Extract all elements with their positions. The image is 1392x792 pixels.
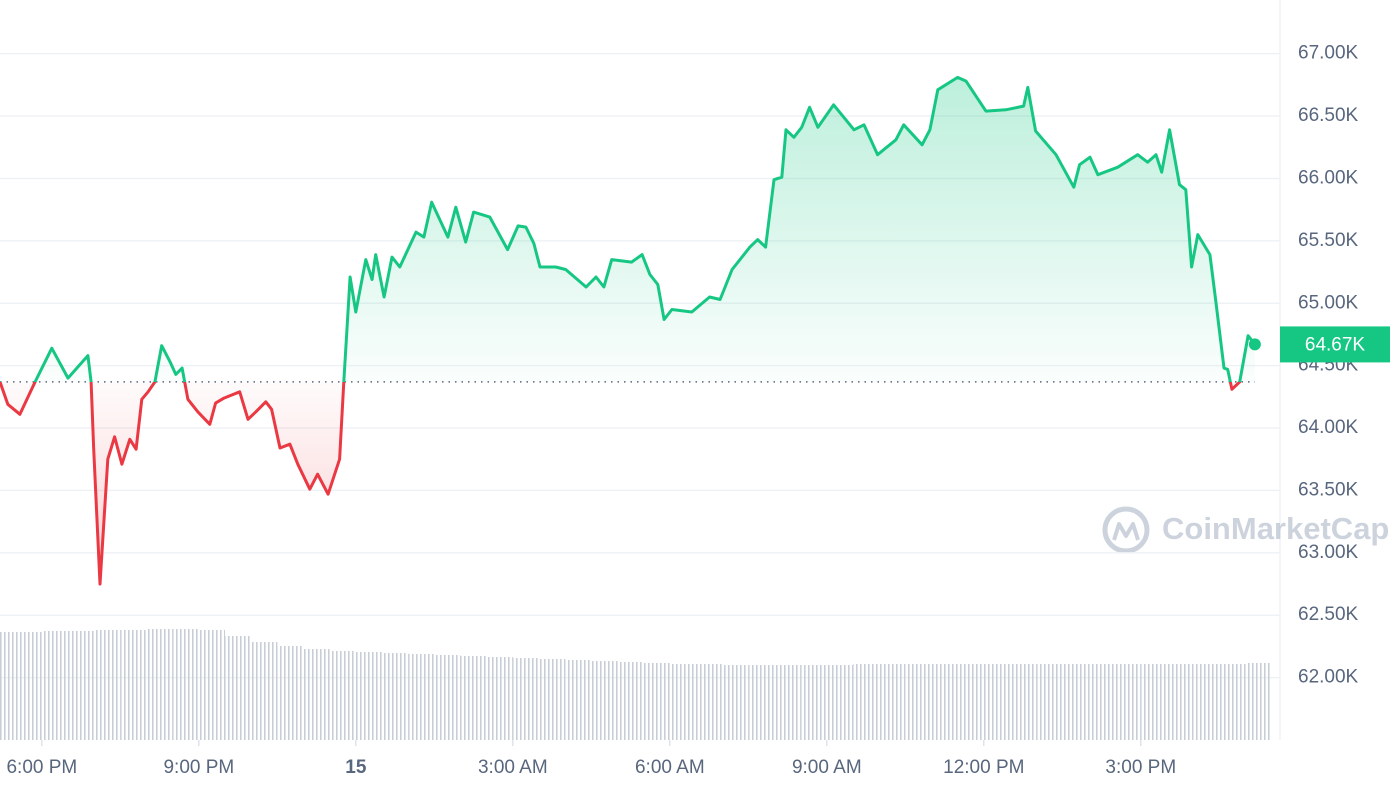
volume-bar: [355, 652, 383, 740]
x-tick-label: 3:00 PM: [1105, 757, 1176, 778]
volume-bar: [957, 664, 984, 740]
volume-bar: [408, 654, 435, 740]
volume-bar: [382, 653, 409, 740]
volume-bar: [983, 664, 1010, 740]
y-tick-label: 63.50K: [1298, 479, 1359, 500]
volume-bar: [460, 656, 487, 740]
x-tick-label: 12:00 PM: [943, 757, 1024, 778]
volume-bar: [748, 665, 775, 740]
volume-bar: [852, 664, 880, 740]
price-area: [0, 77, 1255, 585]
y-tick-label: 63.00K: [1298, 542, 1359, 563]
volume-bar: [879, 664, 906, 740]
volume-bar: [251, 642, 278, 740]
x-tick-label: 9:00 PM: [163, 757, 234, 778]
volume-bar: [1062, 664, 1089, 740]
y-tick-label: 67.00K: [1298, 43, 1359, 64]
volume-bar: [15, 632, 42, 740]
volume-bar: [277, 646, 304, 740]
volume-bar: [120, 630, 147, 740]
volume-bar: [565, 660, 592, 740]
x-tick-label: 15: [345, 757, 367, 778]
y-tick-label: 62.00K: [1298, 667, 1359, 688]
volume-bar: [774, 665, 801, 740]
volume-bar: [1219, 664, 1246, 740]
volume-bar: [41, 631, 69, 740]
volume-bar: [225, 636, 252, 740]
volume-bar: [669, 664, 696, 740]
volume-bar: [1193, 664, 1220, 740]
volume-bar: [800, 665, 827, 740]
volume-bar: [94, 630, 121, 740]
price-tag-label: 64.67K: [1305, 334, 1366, 355]
last-point: [1248, 338, 1261, 351]
x-tick-label: 9:00 AM: [792, 757, 862, 778]
y-tick-label: 62.50K: [1298, 604, 1359, 625]
y-tick-label: 64.00K: [1298, 417, 1359, 438]
volume-bar: [198, 630, 226, 740]
volume-bar: [722, 665, 749, 740]
y-tick-label: 65.50K: [1298, 230, 1359, 251]
volume-bar: [146, 629, 173, 740]
volume-bar: [172, 629, 199, 740]
volume-bar: [0, 632, 16, 740]
volume-bar: [1088, 664, 1115, 740]
y-tick-label: 66.50K: [1298, 105, 1359, 126]
volume-bar: [539, 659, 566, 740]
volume-bar: [303, 649, 330, 740]
volume-bar: [68, 631, 95, 740]
watermark: CoinMarketCap: [1102, 506, 1389, 554]
watermark-text: CoinMarketCap: [1162, 511, 1389, 546]
volume-bar: [486, 657, 513, 740]
volume-bar: [931, 664, 958, 740]
volume-bar: [1036, 664, 1063, 740]
volume-bar: [512, 658, 540, 740]
x-tick-label: 3:00 AM: [478, 757, 548, 778]
volume-bar: [1114, 664, 1141, 740]
y-tick-label: 65.00K: [1298, 292, 1359, 313]
x-tick-label: 6:00 PM: [6, 757, 77, 778]
volume-bar: [591, 661, 618, 740]
volume-bar: [643, 663, 670, 740]
volume-bar: [329, 651, 356, 740]
price-tag: [1280, 326, 1390, 363]
volume-bar: [1245, 663, 1272, 740]
volume-bar: [434, 655, 461, 740]
x-tick-label: 6:00 AM: [635, 757, 705, 778]
volume-bar: [617, 662, 644, 740]
volume-bar: [1166, 664, 1194, 740]
volume-bar: [695, 664, 723, 740]
y-tick-label: 66.00K: [1298, 167, 1359, 188]
volume-bar: [1009, 664, 1037, 740]
price-line: [0, 75, 1257, 586]
volume-bar: [905, 664, 932, 740]
volume-bar: [826, 665, 853, 740]
volume-bar: [1140, 664, 1167, 740]
